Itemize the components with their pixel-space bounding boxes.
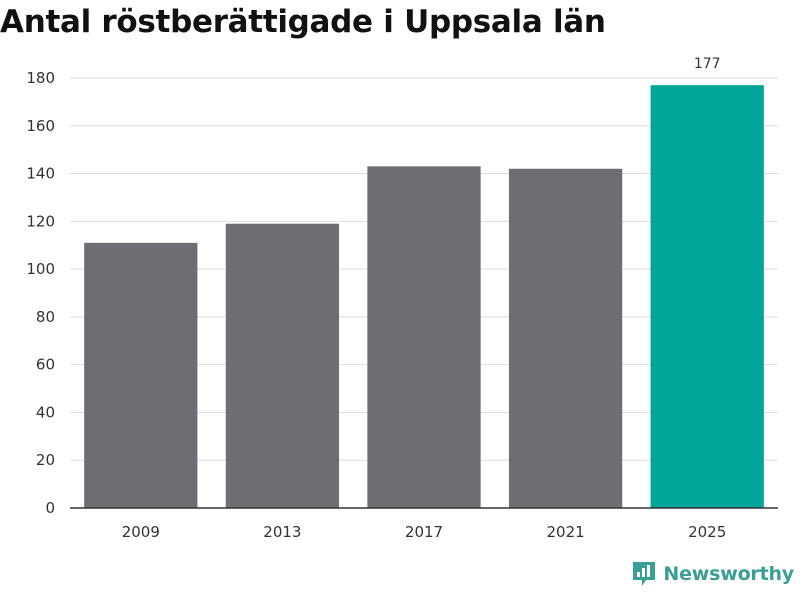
y-tick-label: 180 [26,69,55,87]
brand-name: Newsworthy [663,563,794,585]
bar-2021 [508,168,623,508]
y-tick-label: 100 [26,260,55,278]
y-axis-ticks: 0 20 40 60 80 100 120 140 160 180 [26,69,55,517]
brand: Newsworthy [631,560,794,588]
y-tick-label: 160 [26,117,55,135]
x-tick-label: 2021 [547,523,585,541]
y-tick-label: 60 [36,356,55,374]
bar-2017 [367,166,481,508]
data-labels: 177 [694,56,721,72]
y-tick-label: 80 [36,308,55,326]
data-label-2025: 177 [694,56,721,72]
x-tick-label: 2025 [688,523,726,541]
y-tick-label: 40 [36,403,55,421]
bar-2013 [225,223,340,508]
newsworthy-logo-icon [633,562,656,586]
y-tick-label: 20 [36,451,55,469]
x-tick-label: 2009 [122,523,160,541]
chart-title: Antal röstberättigade i Uppsala län [0,4,606,40]
y-tick-label: 140 [26,165,55,183]
bar-2025 [650,85,764,509]
bars [84,85,764,509]
x-tick-label: 2017 [405,523,443,541]
bar-2009 [84,242,198,509]
y-tick-label: 120 [26,212,55,230]
x-axis-ticks: 2009 2013 2017 2021 2025 [122,523,727,541]
x-tick-label: 2013 [263,523,301,541]
y-tick-label: 0 [45,499,55,517]
